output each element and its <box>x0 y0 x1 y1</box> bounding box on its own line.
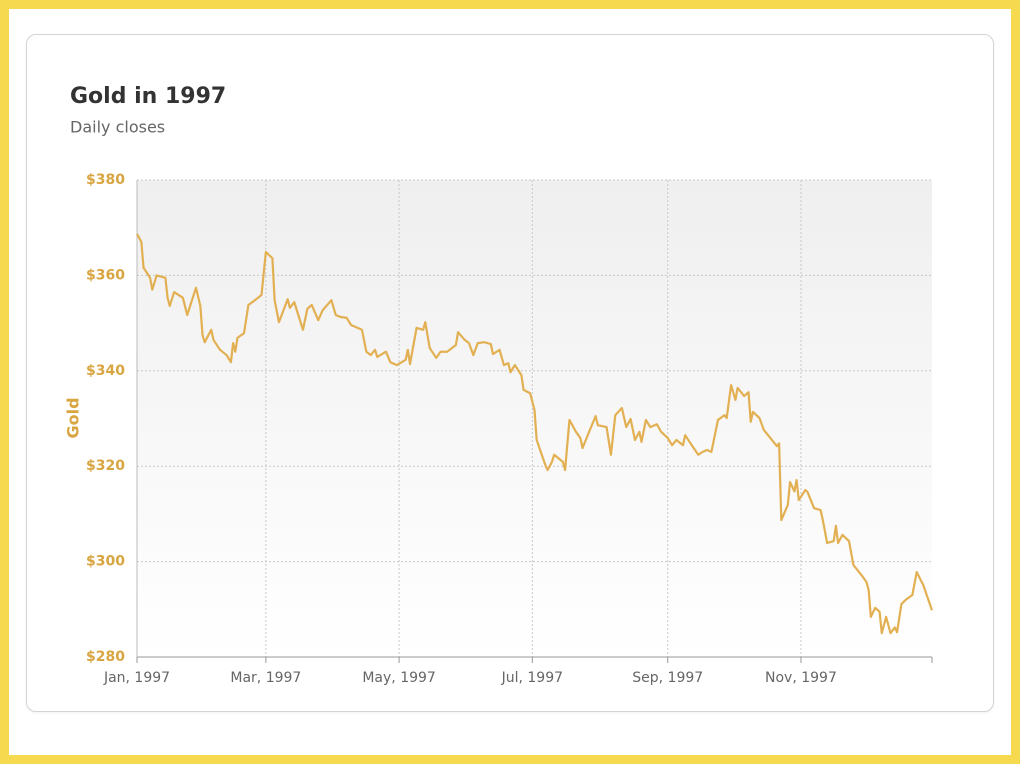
x-tick-label: Jan, 1997 <box>103 670 170 686</box>
y-tick-label: $300 <box>86 554 125 570</box>
line-series <box>136 233 934 635</box>
x-tick-label: May, 1997 <box>362 670 435 686</box>
y-tick-label: $280 <box>86 649 125 665</box>
y-axis-title: Gold <box>64 397 83 438</box>
chart-subtitle: Daily closes <box>70 118 165 137</box>
x-tick-label: Jul, 1997 <box>501 670 563 686</box>
y-tick-label: $360 <box>86 267 125 283</box>
y-tick-label: $380 <box>86 172 125 188</box>
x-tick-label: Sep, 1997 <box>632 670 703 686</box>
chart-title: Gold in 1997 <box>70 84 226 109</box>
x-tick-label: Mar, 1997 <box>230 670 301 686</box>
x-tick-label: Nov, 1997 <box>765 670 837 686</box>
y-tick-label: $340 <box>86 363 125 379</box>
y-tick-label: $320 <box>86 458 125 474</box>
